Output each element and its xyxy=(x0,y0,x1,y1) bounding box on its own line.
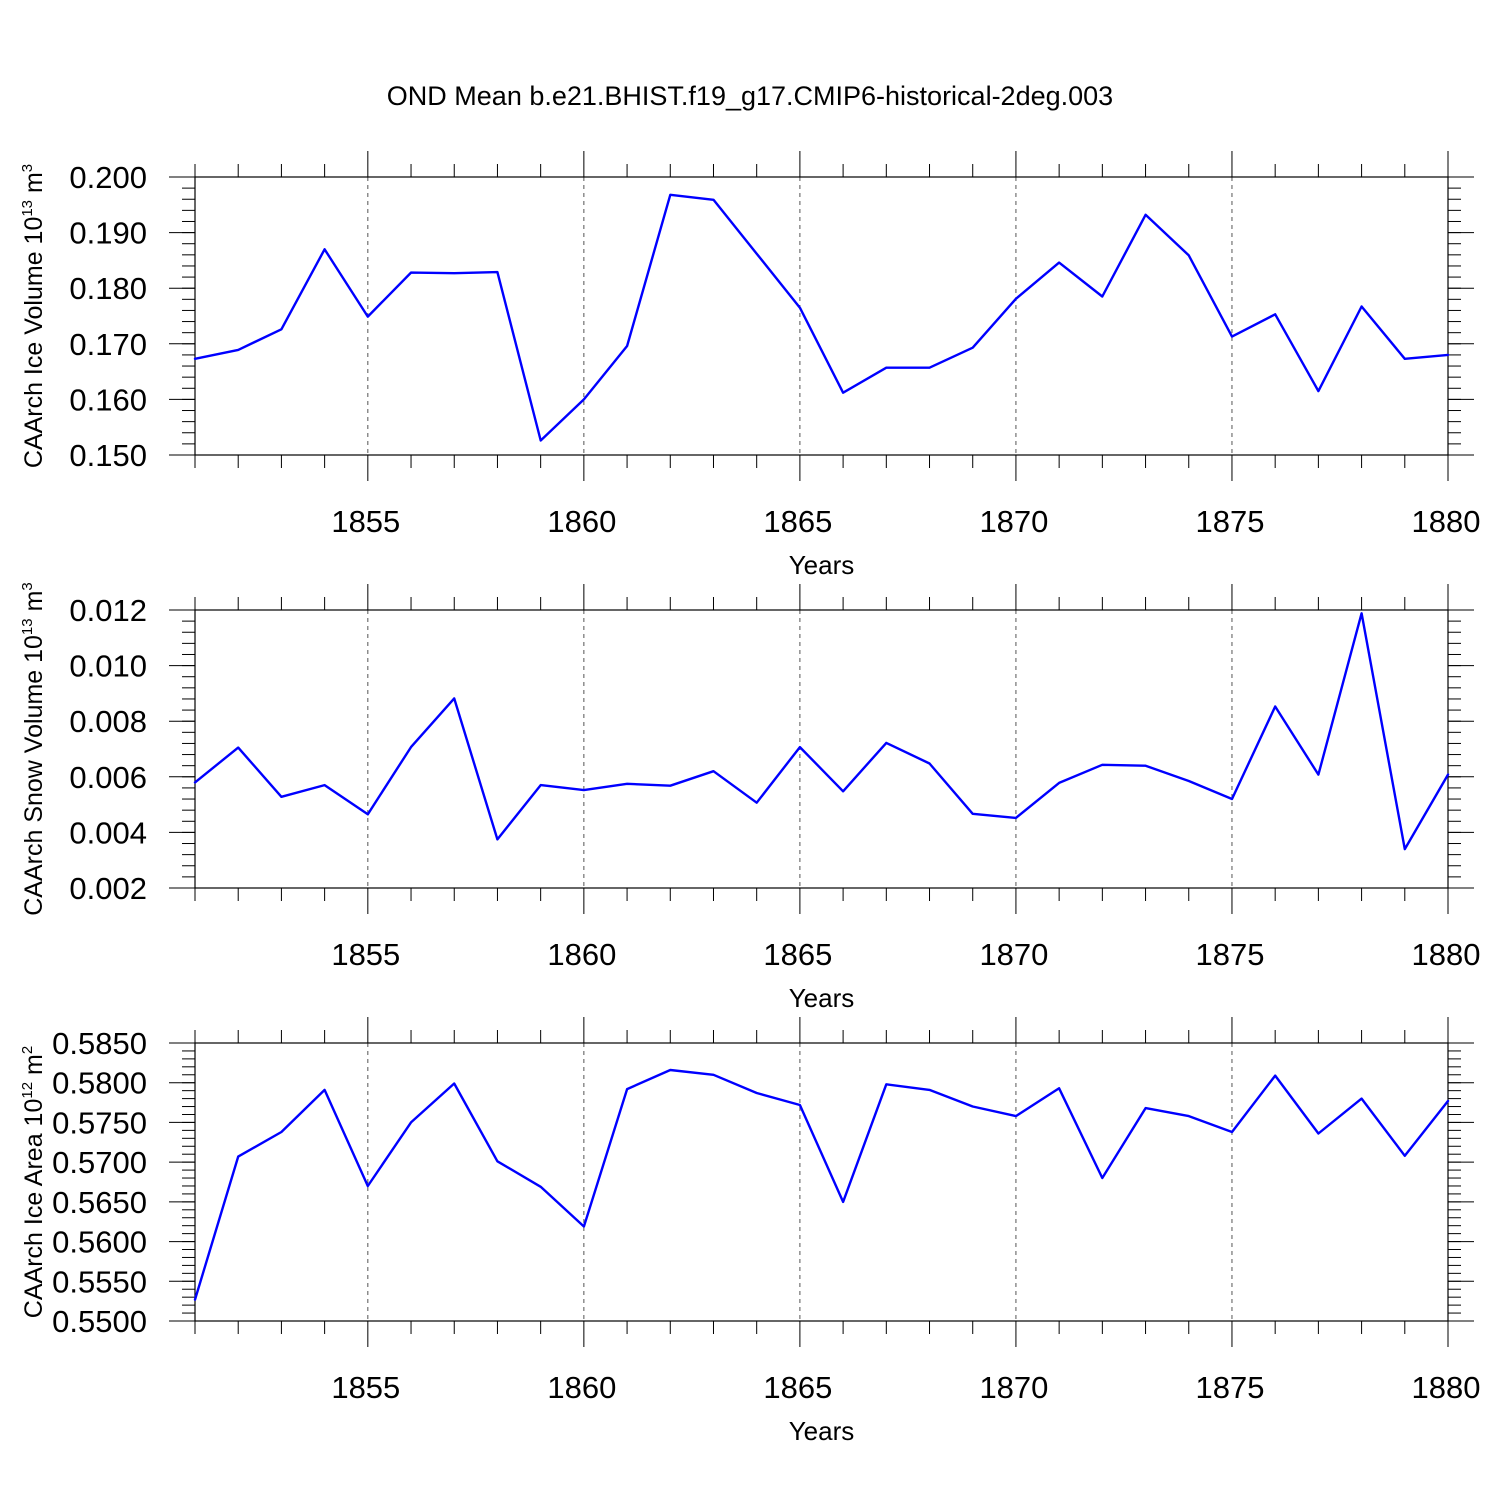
y-axis-title: CAArch Snow Volume 1013 m3 xyxy=(19,582,48,916)
x-tick-label: 1870 xyxy=(979,937,1048,972)
y-tick-label: 0.190 xyxy=(69,216,147,251)
y-tick-label: 0.5550 xyxy=(52,1264,147,1299)
x-tick-label: 1865 xyxy=(763,1370,832,1405)
y-tick-label: 0.200 xyxy=(69,160,147,195)
series-line xyxy=(193,1068,1450,1301)
x-tick-label: 1880 xyxy=(1412,937,1481,972)
x-axis-title: Years xyxy=(789,550,855,580)
x-tick-label: 1860 xyxy=(547,504,616,539)
x-tick-label: 1875 xyxy=(1195,937,1264,972)
y-tick-label: 0.170 xyxy=(69,327,147,362)
plot-frame xyxy=(194,176,1449,456)
x-tick-label: 1860 xyxy=(547,937,616,972)
x-tick-label: 1870 xyxy=(979,1370,1048,1405)
x-tick-label: 1875 xyxy=(1195,1370,1264,1405)
x-axis-title: Years xyxy=(789,1416,855,1446)
plot-frame xyxy=(194,1042,1449,1322)
x-axis-title: Years xyxy=(789,983,855,1013)
x-tick-label: 1855 xyxy=(331,1370,400,1405)
panel-1: 0.150 0.160 0.170 0.180 0.190 0.200 1855 1860 18… xyxy=(19,151,1480,580)
x-tick-label: 1860 xyxy=(547,1370,616,1405)
x-tick-label: 1855 xyxy=(331,937,400,972)
y-tick-label: 0.5700 xyxy=(52,1145,147,1180)
y-axis-title: CAArch Ice Volume 1013 m3 xyxy=(19,164,48,468)
x-tick-label: 1865 xyxy=(763,937,832,972)
y-tick-label: 0.5500 xyxy=(52,1304,147,1339)
y-tick-label: 0.180 xyxy=(69,271,147,306)
x-tick-label: 1855 xyxy=(331,504,400,539)
chart-title: OND Mean b.e21.BHIST.f19_g17.CMIP6-histo… xyxy=(387,81,1113,111)
series-line xyxy=(193,612,1450,851)
y-tick-label: 0.5600 xyxy=(52,1225,147,1260)
panel-2: 0.002 0.004 0.006 0.008 0.010 0.012 1855 1860 18… xyxy=(19,582,1480,1013)
y-tick-label: 0.012 xyxy=(69,593,147,628)
y-tick-label: 0.160 xyxy=(69,382,147,417)
y-tick-label: 0.5850 xyxy=(52,1026,147,1061)
x-tick-label: 1870 xyxy=(979,504,1048,539)
y-tick-label: 0.5650 xyxy=(52,1185,147,1220)
y-tick-label: 0.150 xyxy=(69,438,147,473)
y-tick-label: 0.010 xyxy=(69,649,147,684)
y-tick-label: 0.5750 xyxy=(52,1105,147,1140)
panel-3: 0.5500 0.5550 0.5600 0.5650 0.5700 0.5750 0.58… xyxy=(19,1017,1480,1446)
x-tick-label: 1880 xyxy=(1412,504,1481,539)
x-tick-label: 1865 xyxy=(763,504,832,539)
x-tick-label: 1875 xyxy=(1195,504,1264,539)
plot-frame xyxy=(194,609,1449,889)
y-tick-label: 0.004 xyxy=(69,815,147,850)
y-axis-title: CAArch Ice Area 1012 m2 xyxy=(19,1046,48,1318)
y-tick-label: 0.008 xyxy=(69,704,147,739)
y-tick-label: 0.5800 xyxy=(52,1066,147,1101)
y-tick-label: 0.006 xyxy=(69,760,147,795)
x-tick-label: 1880 xyxy=(1412,1370,1481,1405)
series-line xyxy=(193,193,1450,442)
y-tick-label: 0.002 xyxy=(69,871,147,906)
